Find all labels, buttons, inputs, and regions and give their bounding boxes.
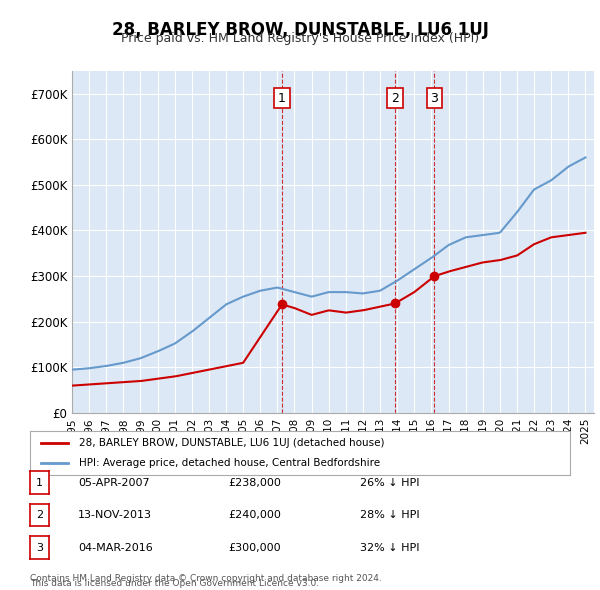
- Text: This data is licensed under the Open Government Licence v3.0.: This data is licensed under the Open Gov…: [30, 579, 319, 588]
- Text: 28, BARLEY BROW, DUNSTABLE, LU6 1UJ: 28, BARLEY BROW, DUNSTABLE, LU6 1UJ: [112, 21, 488, 39]
- Text: £240,000: £240,000: [228, 510, 281, 520]
- Text: 04-MAR-2016: 04-MAR-2016: [78, 543, 153, 552]
- Text: 3: 3: [36, 543, 43, 552]
- Text: Contains HM Land Registry data © Crown copyright and database right 2024.: Contains HM Land Registry data © Crown c…: [30, 574, 382, 583]
- Text: Price paid vs. HM Land Registry's House Price Index (HPI): Price paid vs. HM Land Registry's House …: [121, 32, 479, 45]
- Text: 3: 3: [431, 91, 439, 104]
- Text: 13-NOV-2013: 13-NOV-2013: [78, 510, 152, 520]
- Text: 26% ↓ HPI: 26% ↓ HPI: [360, 478, 419, 487]
- Text: HPI: Average price, detached house, Central Bedfordshire: HPI: Average price, detached house, Cent…: [79, 458, 380, 467]
- Text: 28% ↓ HPI: 28% ↓ HPI: [360, 510, 419, 520]
- Text: 28, BARLEY BROW, DUNSTABLE, LU6 1UJ (detached house): 28, BARLEY BROW, DUNSTABLE, LU6 1UJ (det…: [79, 438, 384, 448]
- Text: £238,000: £238,000: [228, 478, 281, 487]
- Text: £300,000: £300,000: [228, 543, 281, 552]
- Text: 05-APR-2007: 05-APR-2007: [78, 478, 149, 487]
- Text: 1: 1: [278, 91, 286, 104]
- Text: 2: 2: [36, 510, 43, 520]
- Text: 1: 1: [36, 478, 43, 487]
- Text: 32% ↓ HPI: 32% ↓ HPI: [360, 543, 419, 552]
- Text: 2: 2: [391, 91, 399, 104]
